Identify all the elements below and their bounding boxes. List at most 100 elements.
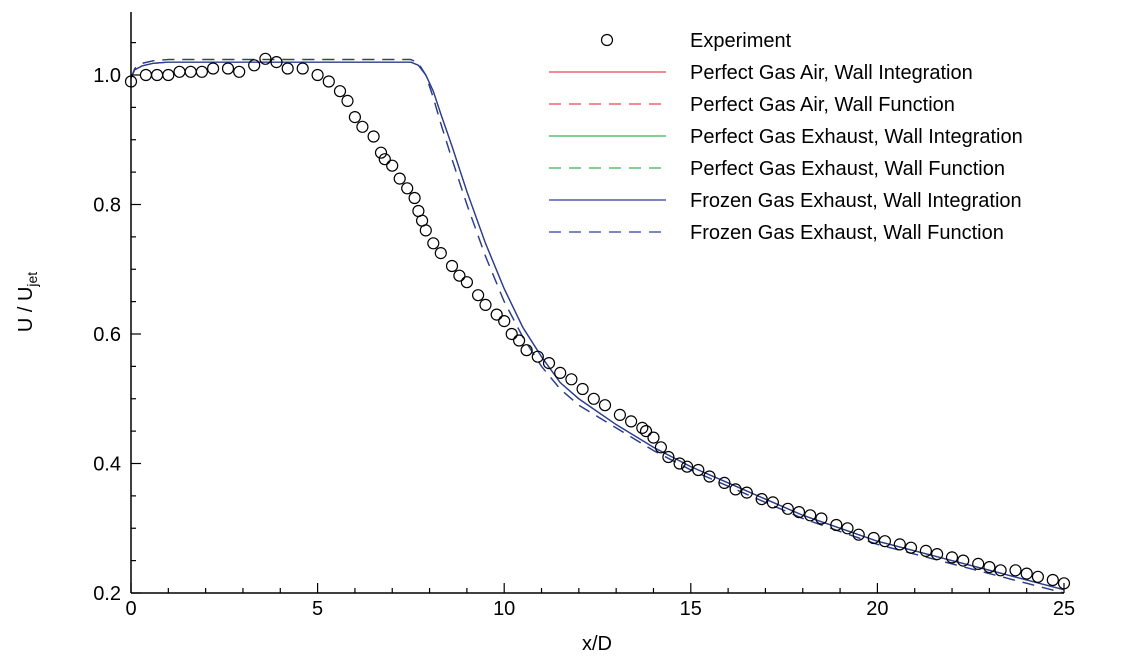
legend-label: Perfect Gas Exhaust, Wall Integration: [690, 126, 1023, 148]
data-point: [639, 425, 653, 438]
y-tick-label: 0.2: [93, 583, 121, 605]
data-point: [512, 334, 526, 347]
data-point: [207, 62, 220, 75]
data-point: [341, 94, 354, 108]
data-point: [1009, 564, 1022, 577]
data-point: [374, 146, 388, 159]
data-point: [479, 298, 492, 311]
legend-label: Perfect Gas Air, Wall Function: [690, 94, 955, 116]
data-point: [378, 153, 391, 166]
data-point: [542, 357, 556, 370]
data-point: [356, 120, 369, 133]
data-point: [673, 457, 686, 470]
x-tick-label: 25: [1053, 598, 1075, 620]
series-line-6: [130, 58, 1065, 594]
y-tick-label: 0.8: [93, 195, 121, 217]
data-point: [893, 538, 906, 551]
data-point: [1031, 570, 1045, 583]
x-axis-label: x/D: [582, 633, 612, 655]
data-point: [460, 276, 473, 289]
legend-entry: Perfect Gas Air, Wall Function: [549, 94, 955, 116]
y-axis-label-main: U / U: [15, 287, 37, 333]
data-point: [587, 392, 600, 405]
data-point: [427, 237, 440, 250]
data-point: [490, 308, 503, 321]
data-point: [296, 62, 309, 75]
legend-entry: Perfect Gas Exhaust, Wall Integration: [549, 126, 1023, 148]
data-point: [565, 373, 578, 386]
x-tick-label: 10: [493, 598, 515, 620]
data-point: [445, 259, 459, 273]
data-point: [184, 65, 197, 78]
data-point: [195, 65, 208, 78]
y-axis-label-subscript: jet: [24, 272, 40, 288]
y-ticks: 0.2 0.4 0.6 0.8 1.0: [93, 42, 141, 605]
data-point: [576, 382, 589, 396]
data-point: [755, 493, 768, 506]
y-tick-label: 0.4: [93, 454, 121, 476]
data-point: [505, 327, 518, 341]
data-point: [1046, 573, 1059, 587]
legend-entry: Perfect Gas Air, Wall Integration: [549, 62, 973, 84]
legend-entry: Experiment: [600, 30, 792, 52]
plot-area: [124, 52, 1071, 594]
data-point: [718, 476, 731, 489]
legend: Experiment Perfect Gas Air, Wall Integrat…: [549, 30, 1023, 244]
data-point: [624, 415, 638, 428]
data-point: [401, 182, 414, 195]
data-point: [729, 483, 742, 496]
data-point: [322, 75, 335, 88]
data-point: [520, 344, 533, 357]
legend-marker: [600, 33, 614, 47]
data-point: [393, 172, 406, 185]
x-tick-label: 0: [125, 598, 136, 620]
data-point: [151, 68, 164, 82]
data-point: [930, 547, 944, 561]
data-point: [841, 522, 854, 535]
data-point: [654, 441, 668, 454]
data-point: [613, 408, 627, 421]
marker-layer: [124, 52, 1071, 590]
data-point: [233, 65, 246, 78]
x-tick-label: 5: [312, 598, 323, 620]
legend-entry: Frozen Gas Exhaust, Wall Integration: [549, 190, 1022, 212]
data-point: [852, 528, 865, 541]
data-point: [804, 509, 817, 522]
data-point: [333, 85, 347, 98]
legend-entry: Perfect Gas Exhaust, Wall Function: [549, 158, 1005, 180]
data-point: [662, 450, 675, 464]
x-ticks: 0 5 10 15 20 25: [125, 583, 1075, 620]
data-point: [367, 130, 380, 143]
data-point: [498, 315, 511, 328]
data-point: [904, 541, 918, 554]
data-point: [472, 289, 485, 302]
data-point: [983, 560, 996, 574]
data-point: [311, 68, 324, 82]
data-point: [139, 68, 152, 82]
y-tick-label: 1.0: [93, 65, 121, 87]
data-point: [408, 191, 421, 205]
data-point: [647, 431, 660, 444]
legend-label: Frozen Gas Exhaust, Wall Function: [690, 222, 1004, 244]
legend-label: Experiment: [690, 30, 792, 52]
data-point: [248, 59, 261, 72]
data-point: [173, 65, 186, 78]
data-point: [636, 421, 649, 434]
y-tick-label: 0.6: [93, 324, 121, 346]
data-point: [957, 554, 970, 567]
data-point: [792, 505, 806, 519]
data-point: [740, 486, 753, 499]
data-point: [531, 350, 544, 363]
data-point: [259, 52, 272, 65]
x-tick-label: 15: [680, 598, 702, 620]
data-point: [781, 502, 794, 515]
data-point: [867, 531, 880, 545]
legend-label: Perfect Gas Exhaust, Wall Function: [690, 158, 1005, 180]
data-point: [994, 564, 1007, 577]
y-axis-label: U / Ujet: [15, 272, 40, 332]
legend-entry: Frozen Gas Exhaust, Wall Function: [549, 222, 1004, 244]
data-point: [703, 470, 716, 483]
data-point: [419, 224, 432, 237]
data-point: [270, 55, 283, 69]
